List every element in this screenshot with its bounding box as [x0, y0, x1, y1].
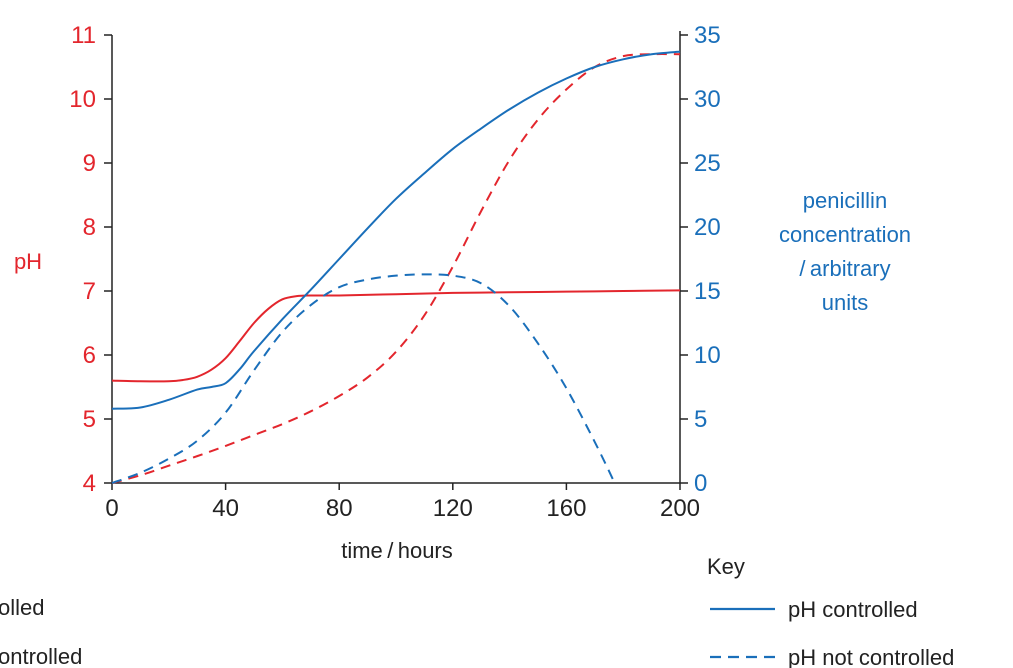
series-lines — [111, 50, 681, 484]
right-y-tick-label: 5 — [694, 406, 707, 433]
tick-marks — [104, 34, 688, 490]
right-y-tick-label: 20 — [694, 214, 721, 241]
right-y-axis-label-line: / arbitrary — [799, 256, 890, 281]
x-axis-label: time / hours — [341, 538, 453, 563]
x-tick-label: 200 — [660, 495, 700, 522]
right-y-tick-label: 25 — [694, 150, 721, 177]
left-y-tick-label: 9 — [83, 150, 96, 177]
left-y-tick-label: 4 — [83, 470, 96, 497]
right-y-axis-label-line: concentration — [779, 222, 911, 247]
legend-item-label: pH controlled — [788, 597, 918, 622]
legend: Key pH controlled pH not controlled — [707, 554, 954, 668]
cropped-legend-text: olled — [0, 595, 44, 620]
left-y-tick-label: 10 — [69, 86, 96, 113]
right-y-axis-label-line: penicillin — [803, 188, 887, 213]
left-y-tick-label: 6 — [83, 342, 96, 369]
right-y-axis-label-line: units — [822, 290, 868, 315]
x-tick-label: 0 — [105, 495, 118, 522]
legend-title: Key — [707, 554, 745, 579]
ph-not-controlled-line — [111, 53, 681, 484]
penicillin-not-controlled-line — [111, 273, 616, 484]
left-y-tick-label: 5 — [83, 406, 96, 433]
right-y-tick-label: 0 — [694, 470, 707, 497]
right-y-tick-label: 15 — [694, 278, 721, 305]
x-tick-label: 40 — [212, 495, 239, 522]
left-y-tick-label: 11 — [71, 22, 96, 49]
legend-item-label: pH not controlled — [788, 645, 954, 668]
left-y-axis-label: pH — [14, 249, 42, 274]
cropped-legend-fragment: olled ontrolled — [0, 595, 82, 668]
right-y-tick-label: 10 — [694, 342, 721, 369]
right-y-tick-label: 35 — [694, 22, 721, 49]
x-tick-label: 120 — [433, 495, 473, 522]
ph-controlled-line — [111, 289, 681, 383]
cropped-legend-text: ontrolled — [0, 644, 82, 668]
x-tick-label: 160 — [546, 495, 586, 522]
x-tick-label: 80 — [326, 495, 353, 522]
left-y-tick-label: 8 — [83, 214, 96, 241]
right-y-axis-label: penicillin concentration / arbitrary uni… — [779, 188, 911, 315]
right-y-tick-label: 30 — [694, 86, 721, 113]
tick-labels: 0 40 80 120 160 200 4 5 6 7 8 9 10 11 0 5 10 15 20 25 30 35 — [69, 22, 720, 522]
left-y-tick-label: 7 — [83, 278, 96, 305]
penicillin-controlled-line — [111, 50, 681, 410]
axes — [111, 31, 681, 484]
